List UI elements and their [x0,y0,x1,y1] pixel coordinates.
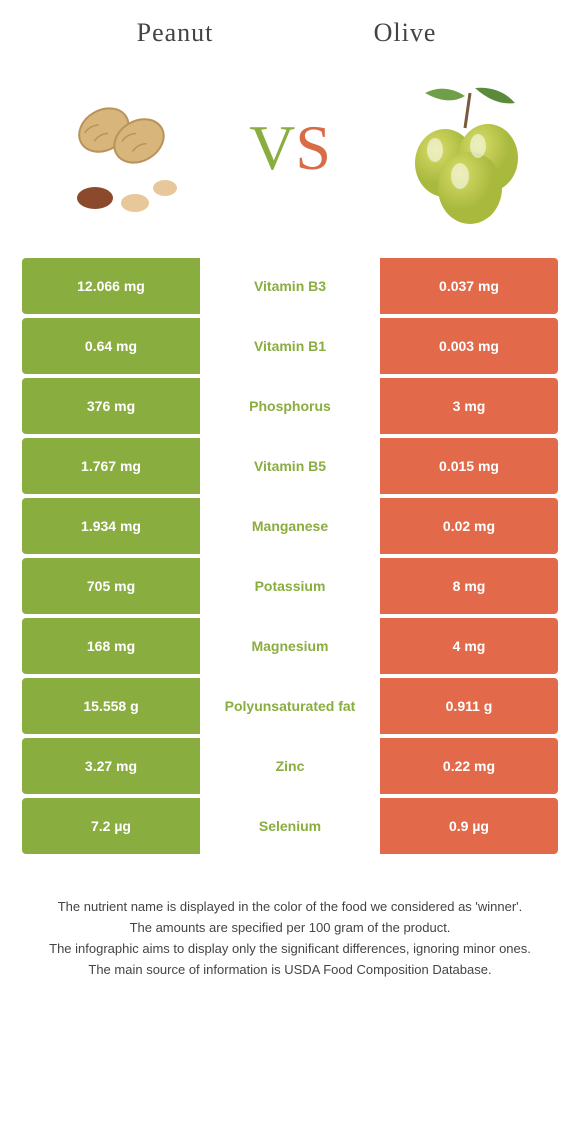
left-value: 1.767 mg [22,438,200,494]
hero-row: VS [0,48,580,258]
nutrient-row: 12.066 mgVitamin B30.037 mg [22,258,558,314]
nutrient-row: 168 mgMagnesium4 mg [22,618,558,674]
nutrient-row: 7.2 µgSelenium0.9 µg [22,798,558,854]
right-value: 0.003 mg [380,318,558,374]
nutrient-name: Manganese [200,498,380,554]
nutrient-name: Magnesium [200,618,380,674]
nutrient-row: 3.27 mgZinc0.22 mg [22,738,558,794]
left-value: 168 mg [22,618,200,674]
right-value: 4 mg [380,618,558,674]
nutrient-name: Vitamin B3 [200,258,380,314]
footnote-line: The nutrient name is displayed in the co… [28,898,552,917]
right-value: 8 mg [380,558,558,614]
vs-v: V [249,111,295,185]
nutrient-name: Vitamin B5 [200,438,380,494]
footnotes: The nutrient name is displayed in the co… [0,858,580,979]
left-value: 1.934 mg [22,498,200,554]
footnote-line: The main source of information is USDA F… [28,961,552,980]
vs-label: VS [249,111,331,185]
left-value: 12.066 mg [22,258,200,314]
left-food-title: Peanut [60,18,290,48]
right-value: 0.911 g [380,678,558,734]
nutrient-row: 376 mgPhosphorus3 mg [22,378,558,434]
nutrient-row: 15.558 gPolyunsaturated fat0.911 g [22,678,558,734]
nutrient-name: Polyunsaturated fat [200,678,380,734]
left-value: 7.2 µg [22,798,200,854]
right-value: 0.02 mg [380,498,558,554]
nutrient-name: Zinc [200,738,380,794]
olive-image [380,68,540,228]
right-value: 3 mg [380,378,558,434]
nutrient-name: Potassium [200,558,380,614]
footnote-line: The amounts are specified per 100 gram o… [28,919,552,938]
nutrient-row: 705 mgPotassium8 mg [22,558,558,614]
left-value: 376 mg [22,378,200,434]
right-food-title: Olive [290,18,520,48]
vs-s: S [295,111,331,185]
footnote-line: The infographic aims to display only the… [28,940,552,959]
peanut-image [40,68,200,228]
right-value: 0.9 µg [380,798,558,854]
left-value: 15.558 g [22,678,200,734]
nutrient-table: 12.066 mgVitamin B30.037 mg0.64 mgVitami… [0,258,580,854]
nutrient-row: 1.934 mgManganese0.02 mg [22,498,558,554]
nutrient-name: Vitamin B1 [200,318,380,374]
right-value: 0.015 mg [380,438,558,494]
left-value: 705 mg [22,558,200,614]
right-value: 0.22 mg [380,738,558,794]
right-value: 0.037 mg [380,258,558,314]
left-value: 3.27 mg [22,738,200,794]
header-row: Peanut Olive [0,0,580,48]
nutrient-row: 0.64 mgVitamin B10.003 mg [22,318,558,374]
left-value: 0.64 mg [22,318,200,374]
nutrient-name: Phosphorus [200,378,380,434]
nutrient-name: Selenium [200,798,380,854]
nutrient-row: 1.767 mgVitamin B50.015 mg [22,438,558,494]
